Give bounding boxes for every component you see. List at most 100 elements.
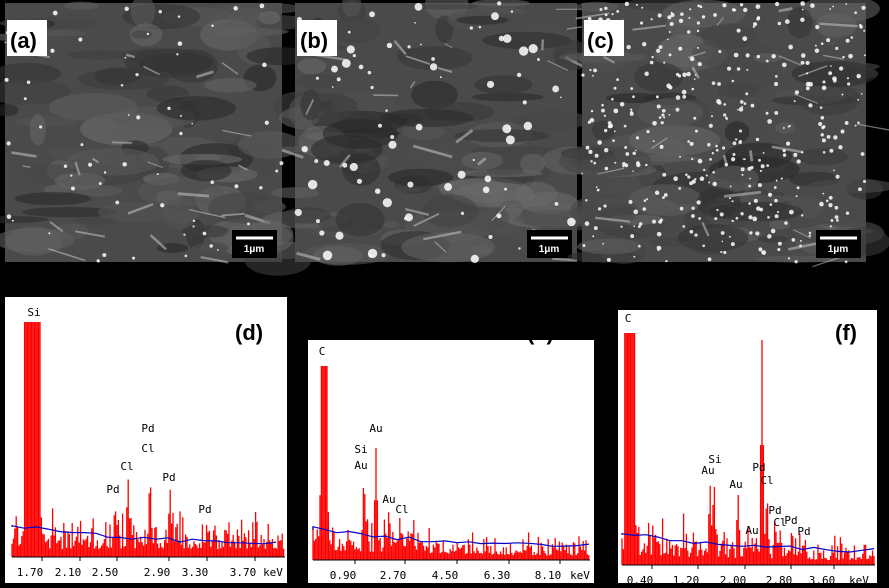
particle <box>584 221 590 226</box>
particle <box>331 65 338 73</box>
particle <box>635 136 640 140</box>
sem-texture <box>786 7 813 39</box>
particle <box>656 104 661 109</box>
sem-ridge <box>857 123 889 131</box>
particle <box>850 36 854 39</box>
sem-texture <box>456 15 509 25</box>
particle <box>726 118 728 121</box>
particle <box>795 195 798 198</box>
particle <box>696 46 699 49</box>
particle <box>777 241 782 246</box>
particle <box>681 89 687 95</box>
particle <box>836 219 839 222</box>
particle <box>668 53 672 57</box>
sem-texture <box>520 153 546 174</box>
particle <box>832 76 837 82</box>
particle <box>697 62 702 67</box>
particle <box>847 82 851 86</box>
particle <box>848 53 853 59</box>
sem-ridge <box>405 207 429 216</box>
particle <box>322 250 333 261</box>
particle <box>673 176 678 182</box>
particle <box>698 217 702 220</box>
particle <box>342 162 348 168</box>
particle <box>136 115 141 120</box>
particle <box>829 225 832 228</box>
sem-texture <box>124 48 213 78</box>
particle <box>388 140 397 149</box>
particle <box>349 162 358 172</box>
x-tick-label: 2.90 <box>144 566 171 579</box>
particle <box>752 25 756 28</box>
sem-ridge <box>409 81 416 89</box>
peak-label: Si <box>708 453 721 466</box>
particle <box>603 204 607 208</box>
scale-bar-label: 1μm <box>539 244 560 255</box>
particle <box>589 117 595 123</box>
particle <box>98 182 102 185</box>
particle <box>860 152 865 156</box>
particle <box>861 5 866 10</box>
particle <box>735 216 739 220</box>
x-tick-label: 3.60 <box>809 574 836 587</box>
particle <box>127 114 130 116</box>
particle <box>457 170 466 179</box>
sem-texture <box>14 192 91 206</box>
particle <box>482 186 490 194</box>
particle <box>740 167 745 172</box>
particle <box>740 212 744 216</box>
particle <box>796 159 801 164</box>
sem-ridge <box>296 251 321 261</box>
particle <box>50 48 55 53</box>
particle <box>589 68 592 72</box>
particle <box>115 200 120 205</box>
particle <box>179 131 183 136</box>
particle <box>590 109 594 113</box>
sem-ridge <box>434 241 447 253</box>
particle <box>661 113 665 117</box>
particle <box>714 217 718 221</box>
particle <box>750 103 755 108</box>
particle <box>552 85 560 93</box>
particle <box>756 206 761 211</box>
scale-bar-box <box>232 230 277 258</box>
sem-ridge <box>819 22 858 28</box>
sem-texture <box>5 226 63 256</box>
particle <box>52 10 58 16</box>
particle <box>135 72 139 77</box>
sem-ridge <box>74 230 105 238</box>
sem-ridge <box>823 54 844 60</box>
sem-texture <box>791 60 878 87</box>
sem-texture <box>388 168 454 187</box>
sem-ridge <box>221 212 245 217</box>
sem-texture <box>806 179 889 194</box>
sem-ridge <box>127 203 154 215</box>
particle <box>510 10 514 13</box>
particle <box>662 196 665 200</box>
particle <box>279 161 284 166</box>
particle <box>780 177 783 180</box>
particle <box>633 225 636 227</box>
particle <box>801 214 804 217</box>
particle <box>682 95 687 99</box>
particle <box>264 120 269 125</box>
sem-ridge <box>91 157 100 164</box>
panel-label-box <box>584 20 624 56</box>
particle <box>722 3 727 8</box>
particle <box>835 174 840 179</box>
particle <box>711 152 715 155</box>
particle <box>603 128 608 133</box>
peak-label: Cl <box>141 442 154 455</box>
particle <box>319 230 325 236</box>
sem-texture <box>342 0 362 18</box>
peak-label: Pd <box>162 471 175 484</box>
particle <box>613 86 617 90</box>
sem-ridge <box>413 212 440 227</box>
particle <box>782 127 785 129</box>
particle <box>686 71 691 77</box>
particle <box>39 125 43 129</box>
particle <box>689 229 694 234</box>
particle <box>415 123 423 131</box>
particle <box>78 37 83 42</box>
particle <box>755 137 760 142</box>
